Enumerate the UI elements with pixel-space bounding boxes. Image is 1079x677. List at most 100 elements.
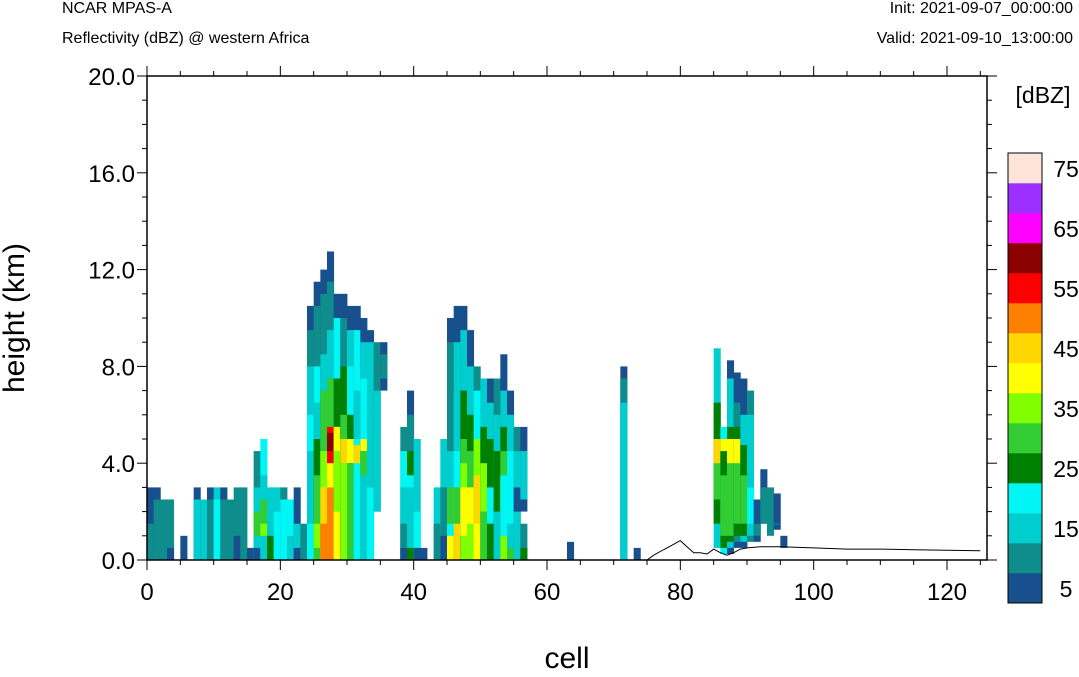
x-tick-label: 0: [140, 579, 153, 606]
x-tick-label: 60: [534, 579, 561, 606]
reflectivity-cell: [460, 487, 468, 536]
reflectivity-cell: [313, 547, 321, 560]
reflectivity-cell: [287, 499, 295, 560]
reflectivity-cell: [407, 487, 415, 560]
reflectivity-cell: [753, 523, 761, 536]
colorbar-label: 75: [1053, 156, 1079, 182]
x-tick-label: 80: [667, 579, 694, 606]
reflectivity-cell: [400, 547, 408, 560]
reflectivity-cell: [767, 487, 775, 536]
reflectivity-cell: [273, 511, 281, 560]
reflectivity-cell: [280, 499, 288, 560]
reflectivity-cell: [307, 523, 315, 560]
reflectivity-cell: [333, 426, 341, 452]
axis-tick-labels: 0 20 40 60 80 100 120 0.0 4.0 8.0 12.0 16.0 20.0: [88, 64, 967, 606]
reflectivity-cell: [253, 511, 261, 536]
reflectivity-cell: [293, 523, 301, 560]
reflectivity-cell: [507, 451, 515, 560]
reflectivity-cell: [300, 523, 308, 560]
reflectivity-cell: [360, 439, 368, 560]
reflectivity-cell: [200, 499, 208, 560]
reflectivity-cell: [773, 523, 781, 525]
reflectivity-cell: [313, 523, 321, 560]
colorbar-segment: [1008, 303, 1042, 334]
reflectivity-cell: [327, 487, 335, 560]
reflectivity-cell: [520, 547, 528, 560]
reflectivity-cell: [193, 499, 201, 560]
colorbar-segment: [1008, 423, 1042, 454]
reflectivity-cell: [773, 493, 781, 530]
terrain-line: [646, 539, 981, 561]
colorbar-segment: [1008, 183, 1042, 214]
reflectivity-cell: [753, 499, 761, 542]
colorbar-segment: [1008, 573, 1042, 604]
reflectivity-cell: [233, 535, 241, 560]
reflectivity-cell: [747, 487, 755, 524]
reflectivity-cell: [207, 499, 215, 560]
reflectivity-cell: [367, 487, 375, 560]
colorbar-label: 25: [1053, 456, 1079, 482]
reflectivity-cell: [220, 499, 228, 560]
reflectivity-cell: [507, 523, 515, 560]
y-tick-label: 4.0: [102, 451, 135, 478]
x-axis-label: cell: [544, 642, 589, 675]
colorbar-segment: [1008, 483, 1042, 514]
reflectivity-cell: [153, 499, 161, 560]
reflectivity-cells: [147, 251, 788, 560]
reflectivity-cell: [233, 487, 241, 560]
reflectivity-cell: [413, 439, 421, 560]
reflectivity-cell: [713, 439, 721, 464]
colorbar-segment: [1008, 363, 1042, 394]
colorbar-label: 55: [1053, 276, 1079, 302]
reflectivity-cell: [260, 523, 268, 536]
x-tick-label: 100: [794, 579, 834, 606]
reflectivity-cell: [180, 535, 188, 560]
reflectivity-cell: [760, 487, 768, 524]
colorbar-segment: [1008, 273, 1042, 304]
colorbar-label: 45: [1053, 336, 1079, 362]
reflectivity-cell: [340, 439, 348, 464]
colorbar: 5 15 25 35 45 55 65 75: [1007, 152, 1079, 604]
reflectivity-cell: [293, 547, 301, 560]
reflectivity-cell: [340, 463, 348, 560]
y-tick-label: 0.0: [102, 548, 135, 575]
reflectivity-cell: [360, 451, 368, 476]
reflectivity-cell: [267, 487, 275, 560]
y-tick-label: 12.0: [88, 258, 135, 285]
colorbar-frame: [1007, 152, 1043, 604]
reflectivity-cell: [513, 487, 521, 512]
reflectivity-cell: [413, 511, 421, 560]
colorbar-segment: [1008, 333, 1042, 364]
x-tick-label: 40: [400, 579, 427, 606]
reflectivity-cell: [307, 451, 315, 560]
colorbar-segment: [1008, 213, 1042, 244]
reflectivity-cell: [400, 523, 408, 560]
reflectivity-cell: [740, 475, 748, 524]
reflectivity-cell: [213, 499, 221, 560]
colorbar-segment: [1008, 543, 1042, 574]
model-title: NCAR MPAS-A: [62, 0, 172, 17]
y-tick-label: 8.0: [102, 354, 135, 381]
reflectivity-cell: [733, 439, 741, 464]
reflectivity-cell: [440, 535, 448, 560]
reflectivity-cell: [487, 523, 495, 560]
reflectivity-cell: [407, 547, 415, 560]
reflectivity-cell: [360, 439, 368, 452]
field-title: Reflectivity (dBZ) @ western Africa: [62, 30, 310, 47]
x-tick-label: 120: [927, 579, 967, 606]
reflectivity-cell: [147, 523, 155, 560]
reflectivity-cell: [413, 547, 421, 560]
x-tick-label: 20: [267, 579, 294, 606]
reflectivity-cell: [493, 451, 501, 560]
reflectivity-cell: [353, 439, 361, 560]
reflectivity-cell: [333, 451, 341, 560]
colorbar-label: 65: [1053, 216, 1079, 242]
reflectivity-cell: [467, 523, 475, 560]
colorbar-segment: [1008, 453, 1042, 484]
reflectivity-cell: [320, 523, 328, 560]
reflectivity-cell: [347, 463, 355, 560]
reflectivity-cell: [720, 475, 728, 536]
reflectivity-cell: [240, 487, 248, 560]
reflectivity-cell: [633, 547, 641, 560]
